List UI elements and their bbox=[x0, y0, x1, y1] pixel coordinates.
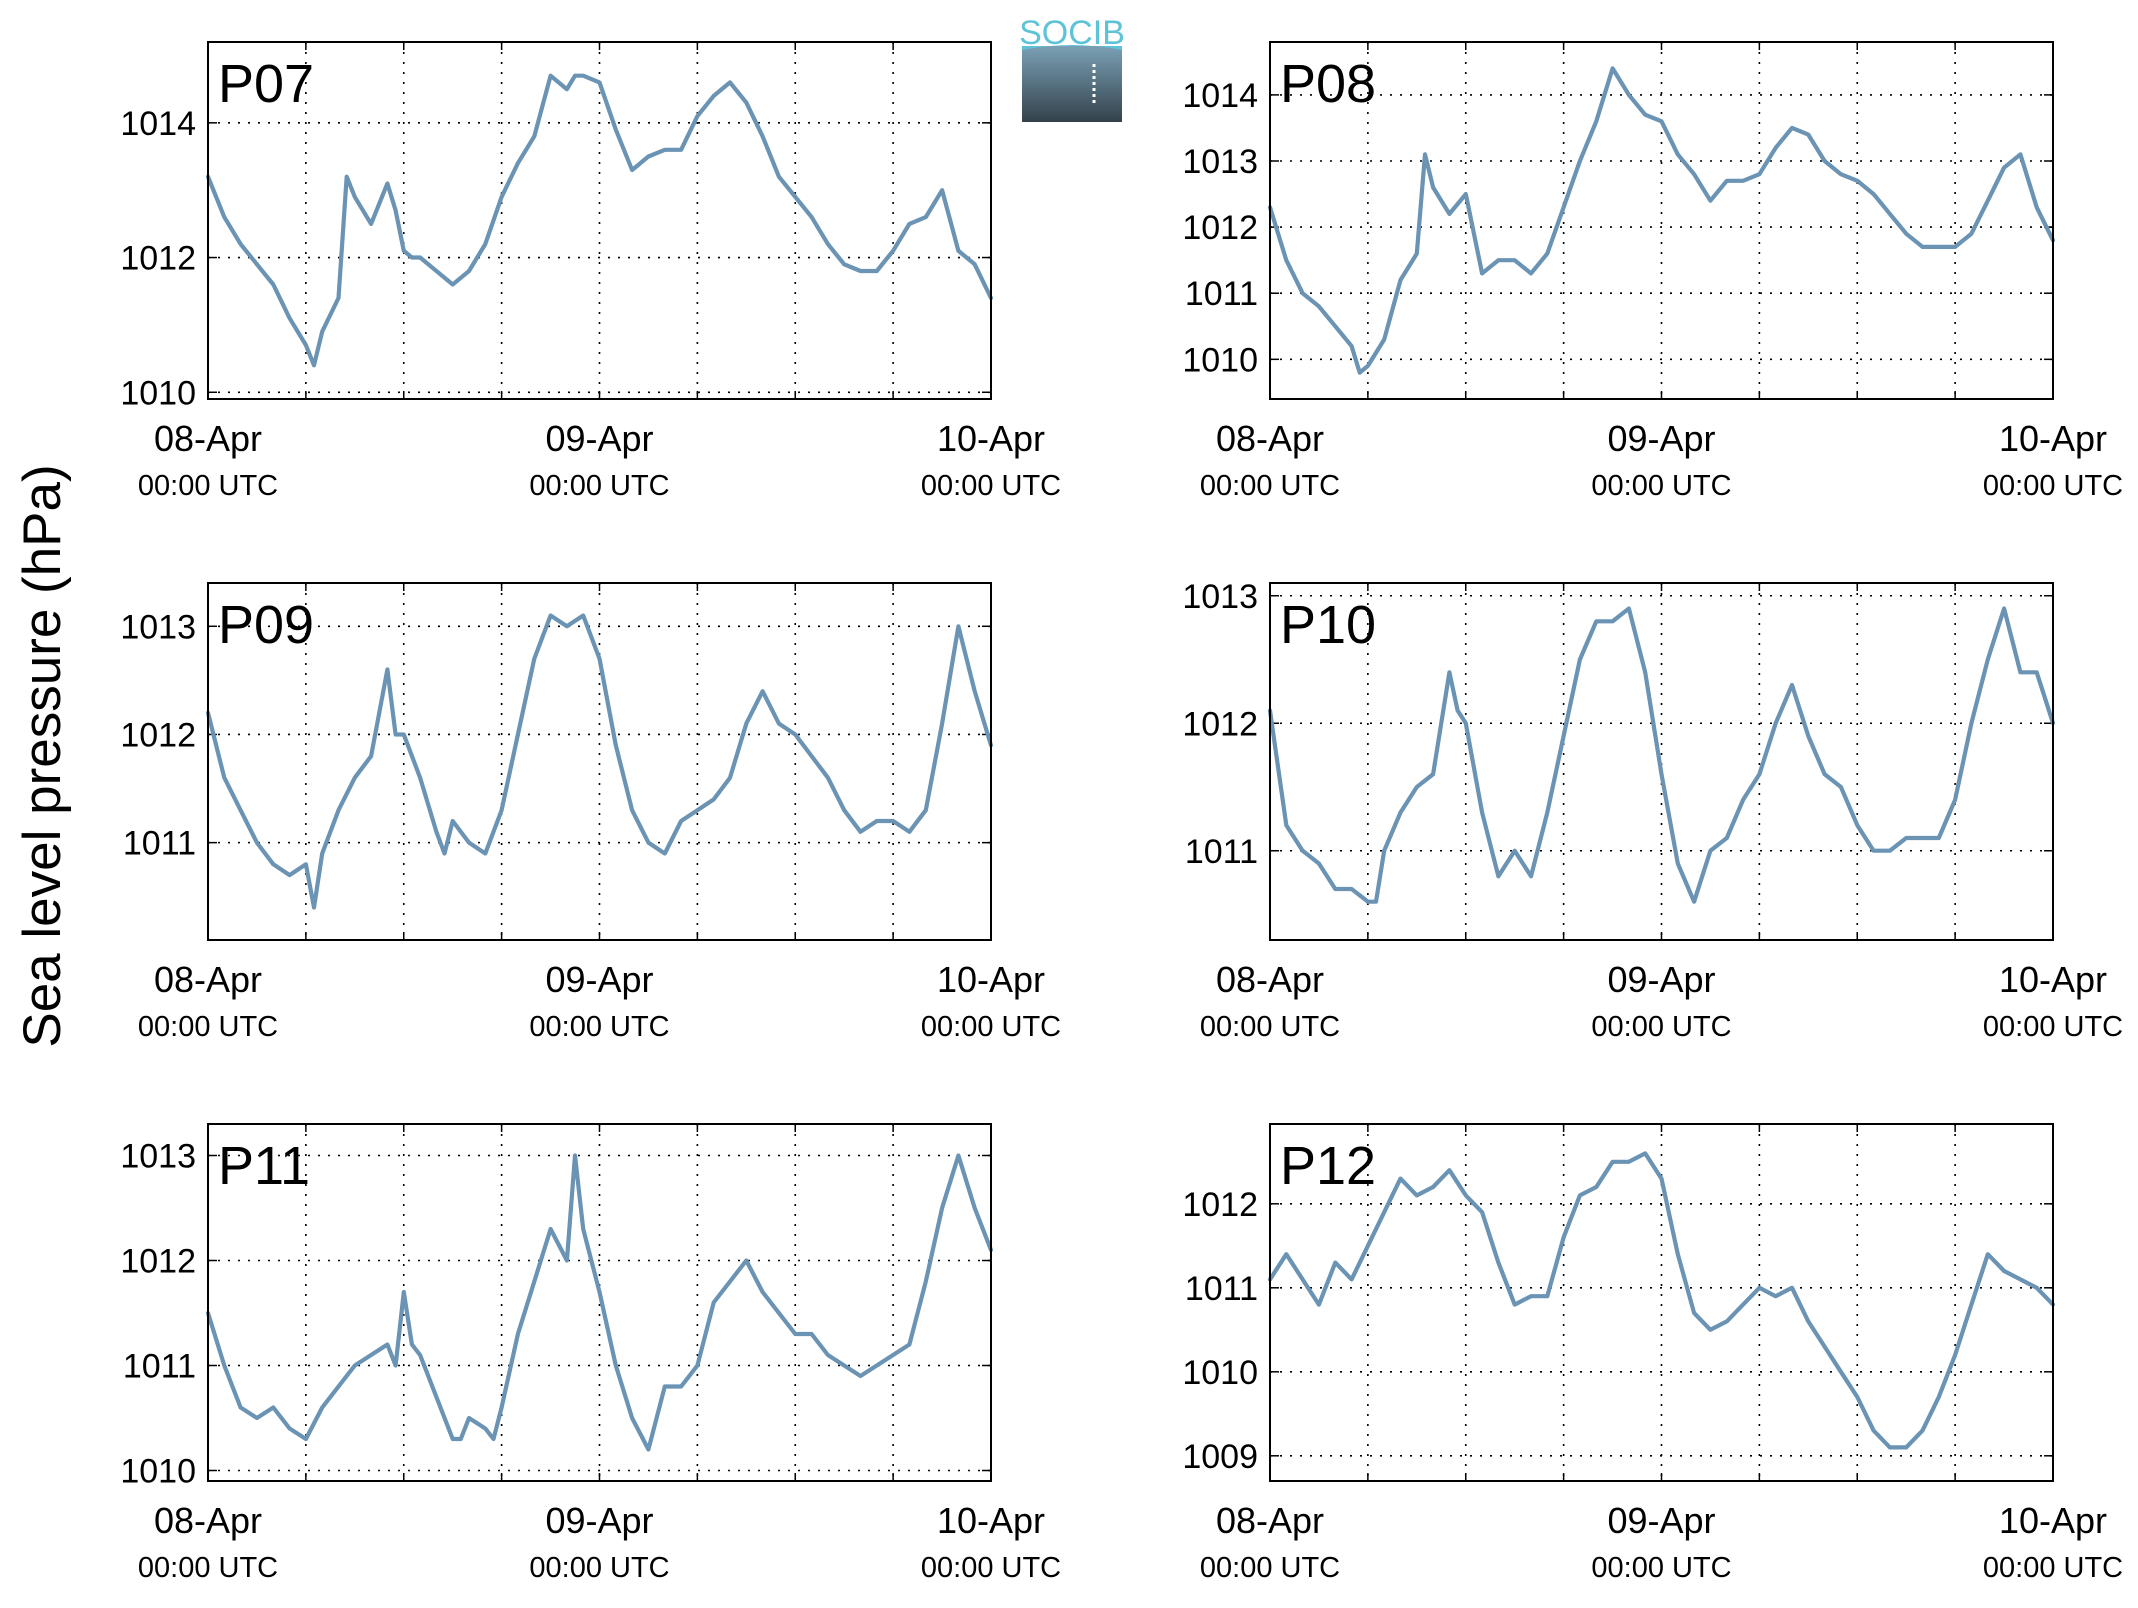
x-tick-label-time: 00:00 UTC bbox=[1983, 1011, 2123, 1043]
x-tick-label-day: 10-Apr bbox=[937, 1500, 1045, 1541]
plot-frame bbox=[1269, 1123, 2054, 1482]
y-tick-label: 1010 bbox=[120, 1453, 196, 1491]
data-line-p10 bbox=[1267, 606, 2056, 904]
x-tick-label-day: 09-Apr bbox=[1607, 418, 1715, 459]
data-line-p08 bbox=[1267, 66, 2056, 375]
x-tick-label-time: 00:00 UTC bbox=[529, 1011, 669, 1043]
y-tick-label: 1012 bbox=[1182, 705, 1258, 743]
x-tick-label-day: 10-Apr bbox=[1999, 959, 2107, 1000]
y-tick-label: 1012 bbox=[120, 716, 196, 754]
data-line-p12 bbox=[1267, 1151, 2056, 1450]
panel-label: P09 bbox=[218, 595, 314, 655]
x-tick-label-time: 00:00 UTC bbox=[1591, 1552, 1731, 1584]
y-tick-label: 1014 bbox=[120, 105, 196, 143]
chart-panel-p08: 1010 1011 1012 1013 1014 P08 08-Apr 00:00 UTC 09… bbox=[1182, 41, 2123, 502]
data-line-p11 bbox=[205, 1153, 994, 1452]
y-tick-label: 1013 bbox=[1182, 578, 1258, 616]
y-tick-label: 1010 bbox=[1182, 1354, 1258, 1392]
x-tick-label-day: 09-Apr bbox=[1607, 1500, 1715, 1541]
x-tick-label-day: 09-Apr bbox=[545, 959, 653, 1000]
data-line-p09 bbox=[205, 613, 994, 910]
panel-label: P08 bbox=[1280, 54, 1376, 114]
panel-label: P10 bbox=[1280, 595, 1376, 655]
y-tick-label: 1012 bbox=[1182, 209, 1258, 247]
x-tick-label-day: 08-Apr bbox=[1216, 1500, 1324, 1541]
x-tick-label-time: 00:00 UTC bbox=[1591, 470, 1731, 502]
x-tick-label-day: 08-Apr bbox=[1216, 959, 1324, 1000]
panel-label: P12 bbox=[1280, 1136, 1376, 1196]
plot-frame bbox=[1269, 582, 2054, 941]
y-tick-label: 1010 bbox=[1182, 341, 1258, 379]
x-tick-label-time: 00:00 UTC bbox=[1200, 1011, 1340, 1043]
x-tick-label-time: 00:00 UTC bbox=[921, 470, 1061, 502]
plot-frame bbox=[207, 41, 992, 400]
x-tick-label-day: 10-Apr bbox=[937, 959, 1045, 1000]
x-tick-label-time: 00:00 UTC bbox=[921, 1011, 1061, 1043]
plot-frame bbox=[207, 582, 992, 941]
x-tick-label-day: 08-Apr bbox=[154, 1500, 262, 1541]
panel-label: P07 bbox=[218, 54, 314, 114]
x-tick-label-day: 08-Apr bbox=[154, 418, 262, 459]
x-tick-label-day: 10-Apr bbox=[937, 418, 1045, 459]
y-tick-label: 1012 bbox=[1182, 1186, 1258, 1224]
y-tick-label: 1011 bbox=[123, 825, 196, 863]
x-tick-label-time: 00:00 UTC bbox=[1200, 470, 1340, 502]
y-tick-label: 1011 bbox=[123, 1348, 196, 1386]
x-tick-label-time: 00:00 UTC bbox=[138, 1552, 278, 1584]
data-line-p07 bbox=[205, 73, 994, 368]
x-tick-label-day: 10-Apr bbox=[1999, 418, 2107, 459]
x-tick-label-day: 10-Apr bbox=[1999, 1500, 2107, 1541]
chart-panel-p07: 1010 1012 1014 P07 08-Apr 00:00 UTC 09-Apr 00:0… bbox=[120, 41, 1061, 502]
y-tick-label: 1011 bbox=[1185, 275, 1258, 313]
x-tick-label-time: 00:00 UTC bbox=[529, 470, 669, 502]
x-tick-label-time: 00:00 UTC bbox=[1983, 470, 2123, 502]
y-tick-label: 1011 bbox=[1185, 1270, 1258, 1308]
x-tick-label-time: 00:00 UTC bbox=[138, 1011, 278, 1043]
y-tick-label: 1013 bbox=[1182, 143, 1258, 181]
x-tick-label-time: 00:00 UTC bbox=[1983, 1552, 2123, 1584]
x-tick-label-day: 08-Apr bbox=[1216, 418, 1324, 459]
y-tick-label: 1011 bbox=[1185, 833, 1258, 871]
y-tick-label: 1013 bbox=[120, 1138, 196, 1176]
x-tick-label-day: 09-Apr bbox=[1607, 959, 1715, 1000]
x-tick-label-time: 00:00 UTC bbox=[921, 1552, 1061, 1584]
y-tick-label: 1010 bbox=[120, 374, 196, 412]
x-tick-label-time: 00:00 UTC bbox=[138, 470, 278, 502]
y-tick-label: 1012 bbox=[120, 240, 196, 278]
plot-frame bbox=[207, 1123, 992, 1482]
chart-panel-p11: 1010 1011 1012 1013 P11 08-Apr 00:00 UTC 09-Apr… bbox=[120, 1123, 1061, 1584]
panel-label: P11 bbox=[218, 1136, 310, 1196]
y-tick-label: 1009 bbox=[1182, 1438, 1258, 1476]
x-tick-label-day: 08-Apr bbox=[154, 959, 262, 1000]
chart-panel-p09: 1011 1012 1013 P09 08-Apr 00:00 UTC 09-Apr 00:0… bbox=[120, 582, 1061, 1043]
y-axis-label: Sea level pressure (hPa) bbox=[13, 464, 72, 1047]
socib-logo: SOCIB bbox=[1019, 14, 1125, 122]
x-tick-label-day: 09-Apr bbox=[545, 418, 653, 459]
y-tick-label: 1014 bbox=[1182, 77, 1258, 115]
chart-panel-p10: 1011 1012 1013 P10 08-Apr 00:00 UTC 09-Apr 00:0… bbox=[1182, 578, 2123, 1043]
logo-text: SOCIB bbox=[1019, 14, 1125, 52]
chart-panel-p12: 1009 1010 1011 1012 P12 08-Apr 00:00 UTC 09-Apr… bbox=[1182, 1123, 2123, 1584]
y-tick-label: 1012 bbox=[120, 1243, 196, 1281]
x-tick-label-day: 09-Apr bbox=[545, 1500, 653, 1541]
x-tick-label-time: 00:00 UTC bbox=[1591, 1011, 1731, 1043]
x-tick-label-time: 00:00 UTC bbox=[1200, 1552, 1340, 1584]
y-tick-label: 1013 bbox=[120, 608, 196, 646]
x-tick-label-time: 00:00 UTC bbox=[529, 1552, 669, 1584]
plot-frame bbox=[1269, 41, 2054, 400]
